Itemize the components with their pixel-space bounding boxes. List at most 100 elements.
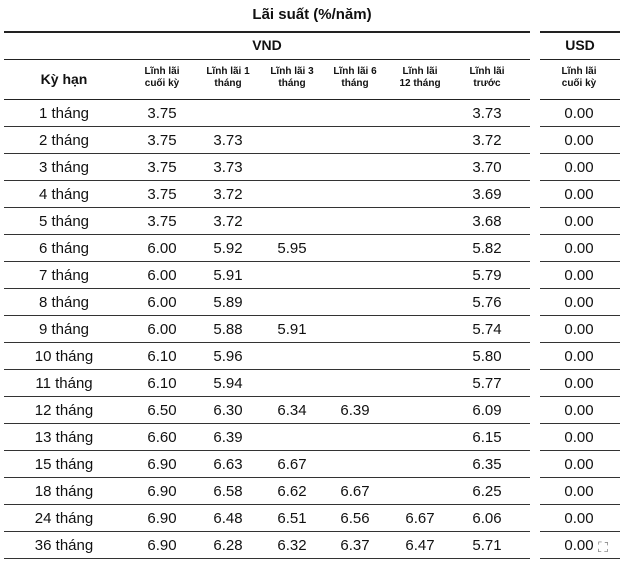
row-divider-usd bbox=[540, 207, 620, 208]
rate-cell: 5.76 bbox=[472, 294, 502, 311]
rate-cell: 3.68 bbox=[472, 213, 502, 230]
row-divider bbox=[4, 423, 530, 424]
rate-cell: 6.62 bbox=[277, 483, 307, 500]
row-divider-usd bbox=[540, 180, 620, 181]
table-title: Lãi suất (%/năm) bbox=[252, 6, 372, 23]
group-rule-usd bbox=[540, 59, 620, 60]
table-row: 7 tháng 6.00 5.91 5.79 0.00 bbox=[0, 262, 624, 289]
rate-cell bbox=[325, 262, 385, 289]
row-divider bbox=[4, 531, 530, 532]
table-row: 15 tháng 6.90 6.63 6.67 6.35 0.00 bbox=[0, 451, 624, 478]
table-row: 24 tháng 6.90 6.48 6.51 6.56 6.67 6.06 0.00 bbox=[0, 505, 624, 532]
row-divider bbox=[4, 396, 530, 397]
crop-frame-icon[interactable]: ⛶ bbox=[594, 538, 612, 556]
rate-cell: 5.71 bbox=[472, 537, 502, 554]
rate-cell: 3.73 bbox=[213, 132, 243, 149]
column-header-line: Lĩnh lãi 6 bbox=[333, 66, 377, 77]
rate-cell bbox=[390, 289, 450, 316]
rate-cell bbox=[325, 235, 385, 262]
rate-cell: 6.48 bbox=[213, 510, 243, 527]
rate-cell bbox=[325, 154, 385, 181]
table-row: 3 tháng 3.75 3.73 3.70 0.00 bbox=[0, 154, 624, 181]
rate-cell: 6.58 bbox=[213, 483, 243, 500]
table-row: 9 tháng 6.00 5.88 5.91 5.74 0.00 bbox=[0, 316, 624, 343]
term-cell: 15 tháng bbox=[34, 456, 94, 473]
rate-cell bbox=[325, 127, 385, 154]
rate-cell: 6.60 bbox=[147, 429, 177, 446]
vnd-group-header: VND bbox=[252, 37, 282, 53]
table-row: 36 tháng 6.90 6.28 6.32 6.37 6.47 5.71 0.00 bbox=[0, 532, 624, 559]
term-cell: 13 tháng bbox=[34, 429, 94, 446]
rate-cell bbox=[390, 343, 450, 370]
rate-cell: 6.90 bbox=[147, 537, 177, 554]
rate-cell: 6.39 bbox=[340, 402, 370, 419]
rate-cell: 0.00 bbox=[564, 105, 594, 122]
column-header-line: tháng bbox=[214, 78, 242, 89]
row-divider-usd bbox=[540, 450, 620, 451]
rate-cell bbox=[390, 181, 450, 208]
rate-cell: 6.09 bbox=[472, 402, 502, 419]
table-row: 12 tháng 6.50 6.30 6.34 6.39 6.09 0.00 bbox=[0, 397, 624, 424]
rate-cell: 5.91 bbox=[277, 321, 307, 338]
column-header: Lĩnh lãi cuối kỳ bbox=[132, 66, 192, 90]
group-rule bbox=[4, 59, 530, 60]
rate-cell bbox=[262, 181, 322, 208]
rate-cell bbox=[390, 478, 450, 505]
rate-cell: 6.32 bbox=[277, 537, 307, 554]
row-divider bbox=[4, 369, 530, 370]
rate-cell bbox=[390, 154, 450, 181]
term-cell: 24 tháng bbox=[34, 510, 94, 527]
rate-cell bbox=[325, 316, 385, 343]
rate-cell: 3.70 bbox=[472, 159, 502, 176]
row-divider-usd bbox=[540, 477, 620, 478]
row-divider bbox=[4, 153, 530, 154]
row-divider-usd bbox=[540, 504, 620, 505]
term-cell: 12 tháng bbox=[34, 402, 94, 419]
rate-cell bbox=[390, 100, 450, 127]
rate-cell: 3.75 bbox=[147, 132, 177, 149]
rate-cell bbox=[390, 208, 450, 235]
rate-cell: 6.34 bbox=[277, 402, 307, 419]
table-row: 13 tháng 6.60 6.39 6.15 0.00 bbox=[0, 424, 624, 451]
rate-cell bbox=[262, 100, 322, 127]
rate-cell: 6.28 bbox=[213, 537, 243, 554]
rate-cell bbox=[325, 100, 385, 127]
rate-cell: 5.79 bbox=[472, 267, 502, 284]
column-header-line: cuối kỳ bbox=[561, 78, 597, 89]
rate-cell bbox=[262, 154, 322, 181]
header-rule-usd bbox=[540, 99, 620, 100]
row-divider bbox=[4, 558, 530, 559]
table-row: 2 tháng 3.75 3.73 3.72 0.00 bbox=[0, 127, 624, 154]
rate-cell: 0.00 bbox=[564, 159, 594, 176]
rate-cell bbox=[390, 424, 450, 451]
rate-cell: 3.75 bbox=[147, 186, 177, 203]
rate-cell: 6.35 bbox=[472, 456, 502, 473]
row-divider-usd bbox=[540, 423, 620, 424]
column-header-line: Lĩnh lãi bbox=[469, 66, 505, 77]
rate-cell bbox=[325, 343, 385, 370]
rate-cell: 6.00 bbox=[147, 321, 177, 338]
term-cell: 5 tháng bbox=[38, 213, 90, 230]
rate-cell bbox=[390, 451, 450, 478]
rate-cell: 6.06 bbox=[472, 510, 502, 527]
rate-cell: 5.80 bbox=[472, 348, 502, 365]
rate-cell: 6.39 bbox=[213, 429, 243, 446]
rate-cell: 3.72 bbox=[472, 132, 502, 149]
column-header: Lĩnh lãi 1 tháng bbox=[198, 66, 258, 90]
row-divider bbox=[4, 180, 530, 181]
term-cell: 36 tháng bbox=[34, 537, 94, 554]
rate-cell: 6.25 bbox=[472, 483, 502, 500]
term-cell: 10 tháng bbox=[34, 348, 94, 365]
rate-cell: 6.47 bbox=[405, 537, 435, 554]
rate-cell: 5.94 bbox=[213, 375, 243, 392]
row-divider bbox=[4, 342, 530, 343]
term-cell: 8 tháng bbox=[38, 294, 90, 311]
term-cell: 2 tháng bbox=[38, 132, 90, 149]
rate-cell bbox=[325, 424, 385, 451]
column-header: Lĩnh lãi 12 tháng bbox=[390, 66, 450, 90]
row-divider bbox=[4, 450, 530, 451]
rate-cell: 6.00 bbox=[147, 294, 177, 311]
row-divider-usd bbox=[540, 261, 620, 262]
rate-cell: 5.91 bbox=[213, 267, 243, 284]
term-cell: 1 tháng bbox=[38, 105, 90, 122]
